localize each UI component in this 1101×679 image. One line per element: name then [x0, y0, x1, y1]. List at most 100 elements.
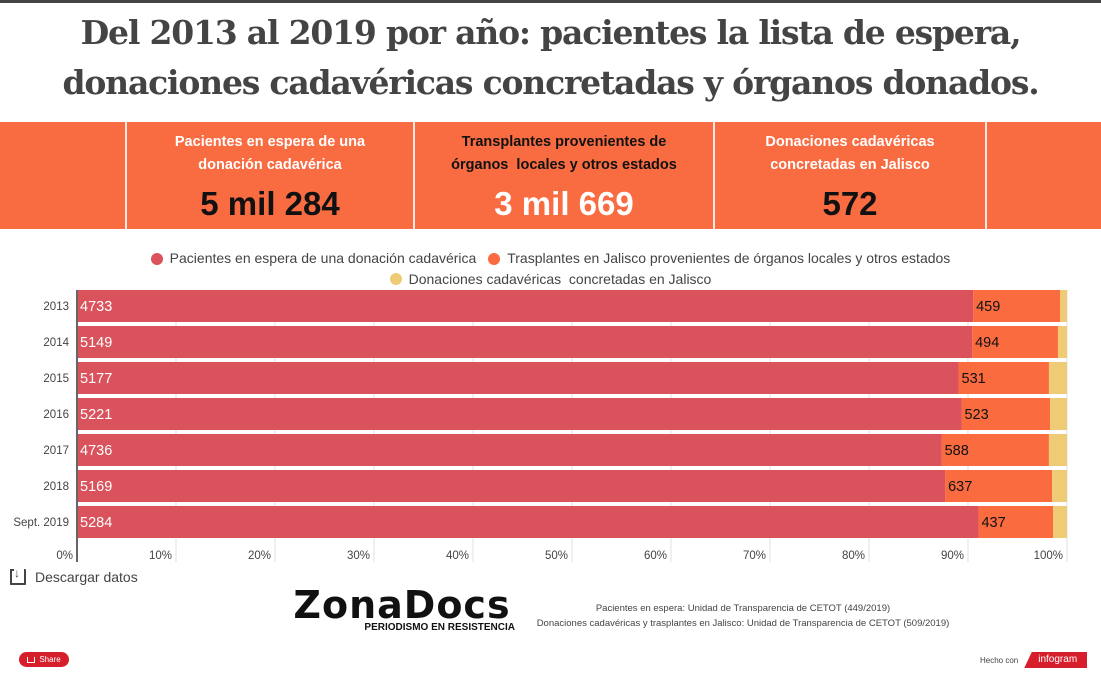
share-icon — [27, 656, 36, 663]
stat-value: 572 — [822, 185, 878, 222]
stat-value: 5 mil 284 — [200, 185, 340, 222]
bar-segment — [978, 506, 1054, 538]
y-tick-label: 2018 — [43, 481, 69, 493]
top-border — [0, 0, 1101, 3]
bar-segment — [1050, 398, 1067, 430]
data-label: 5169 — [80, 479, 112, 495]
x-tick-label: 80% — [842, 550, 865, 562]
x-tick-label: 10% — [149, 550, 172, 562]
legend-dot-icon — [488, 252, 501, 265]
logo-tagline: PERIODISMO EN RESISTENCIA — [364, 622, 515, 633]
bar-segment — [77, 434, 942, 466]
legend-item-transplants[interactable]: Trasplantes en Jalisco provenientes de ó… — [488, 249, 950, 268]
bar-segment — [77, 362, 959, 394]
x-tick-label: 40% — [446, 550, 469, 562]
data-label: 494 — [975, 335, 999, 351]
x-tick-label: 50% — [545, 550, 568, 562]
download-icon — [10, 566, 26, 585]
sources: Pacientes en espera: Unidad de Transpare… — [520, 601, 966, 631]
legend-label: Donaciones cadavéricas concretadas en Ja… — [408, 270, 712, 287]
zonadocs-logo: ZonaDocs PERIODISMO EN RESISTENCIA — [287, 585, 517, 633]
banner-divider — [713, 122, 715, 229]
bar-segment — [1048, 434, 1067, 466]
stat-label-line: concretadas en Jalisco — [770, 157, 930, 173]
stat-transplants: Transplantes provenientes de órganos loc… — [415, 122, 713, 229]
stat-label: Pacientes en espera de una donación cada… — [127, 131, 413, 177]
data-label: 5177 — [80, 371, 112, 387]
stat-label-line: Transplantes provenientes de — [461, 134, 667, 150]
bar-segment — [1048, 362, 1067, 394]
y-tick-label: 2015 — [43, 373, 69, 385]
y-tick-label: 2014 — [43, 337, 69, 349]
data-label: 5284 — [80, 515, 112, 531]
bar-segment — [77, 506, 979, 538]
bar-segment — [1057, 326, 1067, 358]
bar-segment — [1059, 290, 1067, 322]
stat-label: Donaciones cadavéricas concretadas en Ja… — [715, 131, 985, 177]
bar-segment — [77, 326, 973, 358]
y-tick-label: 2017 — [43, 445, 69, 457]
stacked-bar-chart: 4733 459 2013 5149 494 2014 5177 531 2015 5221 523… — [13, 290, 1068, 562]
data-label: 5221 — [80, 407, 112, 423]
page-title: Del 2013 al 2019 por año: pacientes la l… — [0, 8, 1101, 108]
legend-item-patients[interactable]: Pacientes en espera de una donación cada… — [150, 249, 476, 268]
stats-banner: Pacientes en espera de una donación cada… — [0, 122, 1101, 229]
banner-divider — [125, 122, 127, 229]
data-label: 588 — [945, 443, 969, 459]
data-label: 637 — [948, 479, 972, 495]
data-label: 4736 — [80, 443, 112, 459]
title-line-2: donaciones cadavéricas concretadas y órg… — [62, 63, 1039, 102]
stat-donations: Donaciones cadavéricas concretadas en Ja… — [715, 122, 985, 229]
stat-label-line: Pacientes en espera de una — [174, 134, 366, 150]
bar-segment — [973, 290, 1060, 322]
bar-segment — [958, 362, 1049, 394]
x-tick-label: 0% — [56, 550, 73, 562]
chart-legend: Pacientes en espera de una donación cada… — [0, 249, 1101, 290]
download-label: Descargar datos — [35, 569, 138, 585]
banner-divider — [985, 122, 987, 229]
stat-label: Transplantes provenientes de órganos loc… — [415, 131, 713, 177]
logo-name: ZonaDocs — [293, 583, 511, 627]
data-label: 437 — [981, 515, 1005, 531]
x-tick-label: 20% — [248, 550, 271, 562]
legend-item-donations[interactable]: Donaciones cadavéricas concretadas en Ja… — [389, 270, 712, 289]
banner-divider — [413, 122, 415, 229]
title-line-1: Del 2013 al 2019 por año: pacientes la l… — [80, 13, 1022, 52]
bar-segment — [1053, 506, 1067, 538]
bar-segment — [961, 398, 1051, 430]
x-tick-label: 60% — [644, 550, 667, 562]
stat-label-line: Donaciones cadavéricas — [765, 134, 935, 150]
stat-label-line: donación cadavérica — [198, 157, 342, 173]
bar-segment — [1052, 470, 1067, 502]
download-data-button[interactable]: Descargar datos — [10, 566, 138, 585]
bar-segment — [945, 470, 1053, 502]
data-label: 4733 — [80, 299, 112, 315]
stat-value: 3 mil 669 — [494, 185, 634, 222]
legend-dot-icon — [389, 273, 402, 285]
data-label: 531 — [962, 371, 986, 387]
bar-segment — [972, 326, 1058, 358]
x-tick-label: 90% — [941, 550, 964, 562]
x-tick-label: 70% — [743, 550, 766, 562]
bar-segment — [77, 398, 962, 430]
share-label: Share — [39, 655, 61, 664]
legend-dot-icon — [150, 252, 163, 265]
y-tick-label: 2013 — [43, 301, 69, 313]
stat-label-line: órganos locales y otros estados — [451, 157, 677, 173]
stat-patients-waiting: Pacientes en espera de una donación cada… — [127, 122, 413, 229]
share-button[interactable]: Share — [19, 652, 69, 667]
infogram-logo[interactable]: infogram — [1024, 652, 1088, 668]
made-with-infogram[interactable]: Hecho con infogram — [980, 652, 1088, 668]
data-label: 459 — [976, 299, 1000, 315]
x-tick-label: 100% — [1034, 550, 1063, 562]
data-label: 523 — [964, 407, 988, 423]
legend-label: Trasplantes en Jalisco provenientes de ó… — [507, 250, 951, 266]
y-tick-label: 2016 — [43, 409, 69, 421]
bar-segment — [77, 470, 946, 502]
source-line: Donaciones cadavéricas y trasplantes en … — [536, 618, 950, 629]
y-tick-label: Sept. 2019 — [13, 517, 69, 529]
source-line: Pacientes en espera: Unidad de Transpare… — [595, 603, 891, 614]
x-tick-label: 30% — [347, 550, 370, 562]
bar-segment — [77, 290, 974, 322]
bar-segment — [941, 434, 1049, 466]
